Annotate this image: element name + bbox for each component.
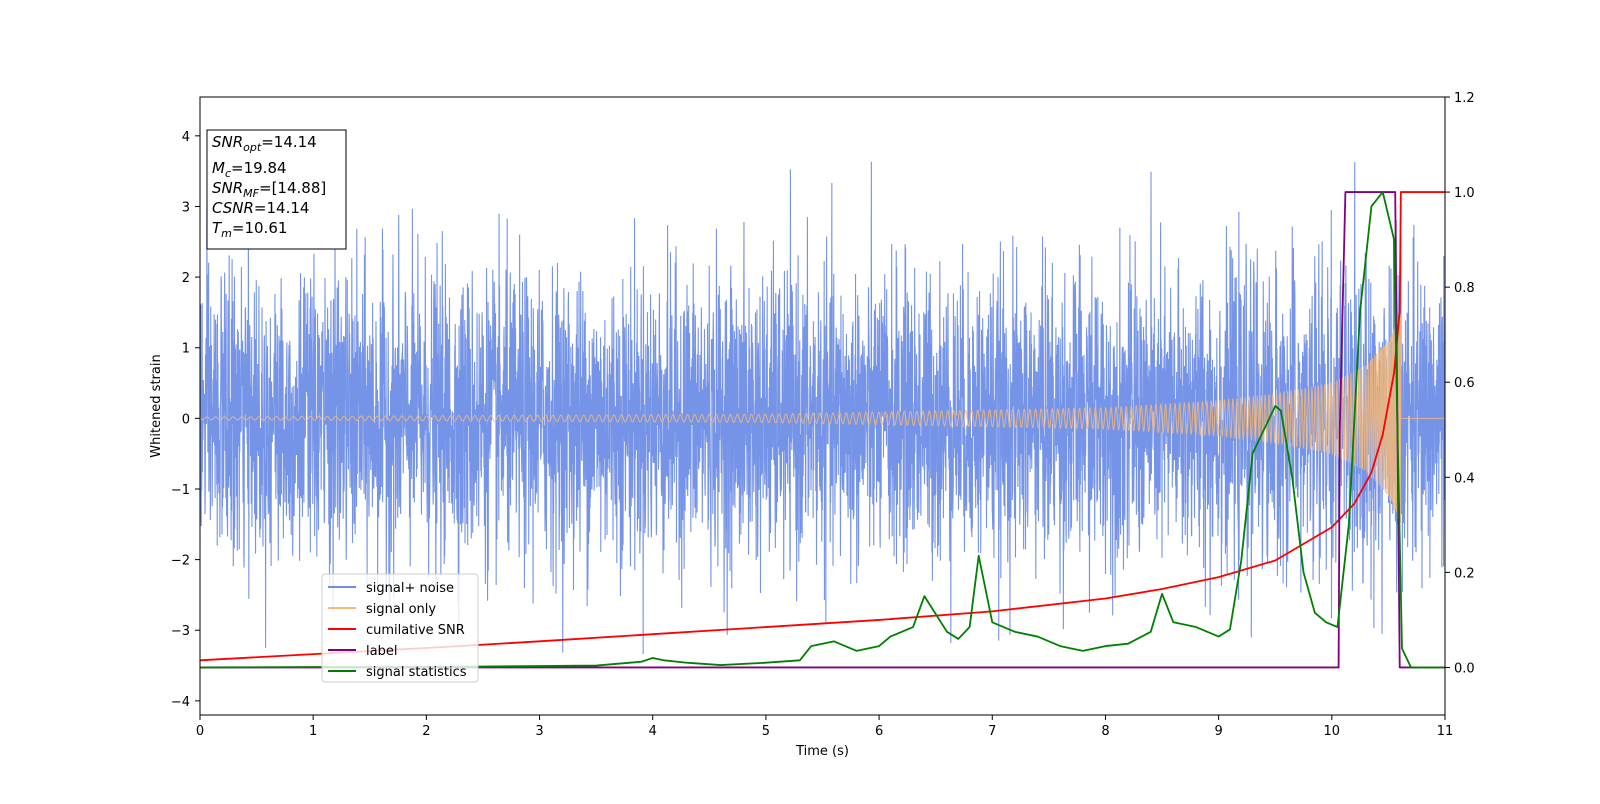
y-tick-label-right: 0.2 — [1454, 566, 1475, 581]
x-tick-label: 4 — [649, 724, 657, 739]
y-tick-label-right: 0.8 — [1454, 281, 1475, 296]
x-tick-label: 6 — [875, 724, 883, 739]
series-label — [200, 191, 1445, 669]
legend-label: signal only — [366, 602, 436, 617]
x-tick-label: 8 — [1101, 724, 1109, 739]
ticks: 0 1 2 3 4 5 6 7 8 9 10 1143210−1−2−3−41.21.00.80.60… — [171, 91, 1475, 739]
legend-frame — [321, 573, 479, 683]
info-box-frame — [206, 129, 347, 250]
legend-label: signal statistics — [366, 665, 467, 680]
series-cumulative-snr — [200, 191, 1445, 662]
y-tick-label-right: 0.0 — [1454, 661, 1475, 676]
y-axis-label: Whitened strain — [149, 354, 164, 457]
y-tick-label-left: 1 — [182, 342, 190, 357]
x-tick-label: 10 — [1324, 724, 1341, 739]
info-mc: Mc=19.84 — [212, 159, 287, 180]
y-tick-label-left: 0 — [182, 412, 190, 427]
x-tick-label: 7 — [988, 724, 996, 739]
y-tick-label-right: 1.2 — [1454, 91, 1475, 106]
info-snr-opt: SNRopt=14.14 — [212, 133, 317, 154]
info-csnr: CSNR=14.14 — [212, 199, 309, 217]
info-snr-mf: SNRMF=[14.88] — [212, 179, 326, 200]
x-tick-label: 11 — [1437, 724, 1454, 739]
x-tick-label: 5 — [762, 724, 770, 739]
x-tick-label: 3 — [535, 724, 543, 739]
series-signal-only — [200, 314, 1445, 523]
y-tick-label-left: −4 — [171, 695, 190, 710]
x-tick-label: 9 — [1214, 724, 1222, 739]
x-tick-label: 0 — [196, 724, 204, 739]
info-tm: Tm=10.61 — [212, 219, 287, 240]
x-tick-label: 1 — [309, 724, 317, 739]
y-tick-label-left: 2 — [182, 271, 190, 286]
info-box: SNRopt=14.14 Mc=19.84 SNRMF=[14.88] CSNR… — [206, 129, 347, 250]
y-tick-label-right: 1.0 — [1454, 186, 1475, 201]
legend: signal+ noise signal only cumilative SNR la… — [321, 573, 479, 683]
y-tick-label-left: 3 — [182, 200, 190, 215]
y-tick-label-left: −3 — [171, 624, 190, 639]
legend-entries: signal+ noise signal only cumilative SNR la… — [328, 581, 467, 680]
y-tick-label-right: 0.6 — [1454, 376, 1475, 391]
x-axis-label: Time (s) — [795, 744, 849, 759]
plot-frame — [199, 96, 1446, 716]
y-tick-label-right: 0.4 — [1454, 471, 1475, 486]
plot-area — [200, 161, 1445, 669]
y-tick-label-left: −2 — [171, 554, 190, 569]
legend-label: label — [366, 644, 397, 659]
y-tick-label-left: 4 — [182, 130, 190, 145]
series-signal-statistics — [200, 191, 1445, 669]
legend-label: signal+ noise — [366, 581, 454, 596]
series-signal-noise — [200, 161, 1445, 655]
y-tick-label-left: −1 — [171, 483, 190, 498]
x-tick-label: 2 — [422, 724, 430, 739]
legend-label: cumilative SNR — [366, 623, 465, 638]
